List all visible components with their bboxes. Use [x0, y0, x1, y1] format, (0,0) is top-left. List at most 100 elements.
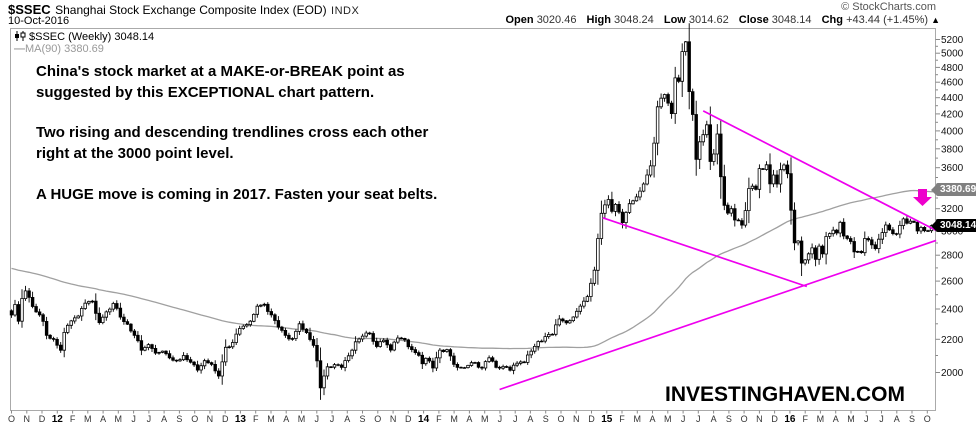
candles-up	[13, 41, 934, 389]
y-axis-label: 3600	[941, 163, 964, 174]
x-axis-month-label: J	[330, 414, 335, 424]
x-axis-month-label: N	[24, 414, 31, 424]
ma-legend: —MA(90) 3380.69	[14, 43, 104, 55]
annotation-block: China's stock market at a MAKE-or-BREAK …	[36, 62, 516, 225]
series-legend: $SSEC (Weekly) 3048.14	[14, 31, 154, 43]
y-axis-label: 5000	[941, 49, 964, 60]
chg-value: +43.44 (+1.45%)	[846, 14, 929, 26]
x-axis-month-label: N	[756, 414, 763, 424]
low-label: Low	[663, 14, 686, 26]
x-axis-month-label: A	[527, 414, 533, 424]
x-axis-month-label: S	[726, 414, 732, 424]
x-axis-year-label: 13	[235, 414, 247, 425]
x-axis-month-label: O	[741, 414, 748, 424]
candlestick-icon	[15, 31, 26, 41]
y-axis-label: 2200	[941, 335, 964, 346]
x-axis-month-label: D	[588, 414, 595, 424]
x-axis-month-label: M	[84, 414, 92, 424]
x-axis-month-label: A	[649, 414, 655, 424]
annotation-paragraph: China's stock market at a MAKE-or-BREAK …	[36, 62, 516, 103]
x-axis-month-label: M	[634, 414, 642, 424]
y-axis-label: 4600	[941, 78, 964, 89]
candles-down	[9, 41, 927, 389]
x-axis-month-label: S	[176, 414, 182, 424]
x-axis-month-label: O	[8, 414, 15, 424]
x-axis-month-label: A	[344, 414, 350, 424]
x-axis-month-label: M	[817, 414, 825, 424]
x-axis-month-label: A	[466, 414, 472, 424]
x-axis-month-label: F	[70, 414, 76, 424]
chart-header: $SSEC Shanghai Stock Exchange Composite …	[8, 1, 359, 19]
last-price-bubble: 3048.14	[930, 219, 976, 232]
annotation-line: Two rising and descending trendlines cro…	[36, 124, 429, 142]
ma-label: MA(90) 3380.69	[25, 43, 104, 55]
x-axis-month-label: F	[253, 414, 259, 424]
ma-price-bubble: 3380.69	[930, 183, 976, 196]
trendline-descending-long	[702, 110, 937, 232]
low-value: 3014.62	[688, 14, 729, 26]
x-axis-month-label: A	[100, 414, 106, 424]
x-axis-year-label: 14	[418, 414, 430, 425]
x-axis-month-label: O	[191, 414, 198, 424]
ma-line-sample: —	[14, 43, 25, 55]
x-axis-month-label: J	[681, 414, 686, 424]
x-axis-month-label: J	[147, 414, 152, 424]
x-axis-month-label: M	[450, 414, 458, 424]
x-axis-month-label: A	[161, 414, 167, 424]
annotation-line: suggested by this EXCEPTIONAL chart patt…	[36, 83, 375, 101]
x-axis-month-label: D	[771, 414, 778, 424]
y-axis-label: 3800	[941, 144, 964, 155]
close-value: 3048.14	[771, 14, 812, 26]
annotation-line: A HUGE move is coming in 2017. Fasten yo…	[36, 185, 438, 203]
open-value: 3020.46	[536, 14, 577, 26]
x-axis-month-label: J	[879, 414, 884, 424]
x-axis-month-label: M	[664, 414, 672, 424]
x-axis-month-label: J	[513, 414, 518, 424]
quote-line: Open 3020.46 High 3048.24 Low 3014.62 Cl…	[499, 14, 941, 26]
x-axis-month-label: D	[222, 414, 229, 424]
x-axis-month-label: J	[498, 414, 503, 424]
x-axis-month-label: F	[619, 414, 625, 424]
ma-line	[11, 189, 936, 350]
x-axis-month-label: O	[557, 414, 564, 424]
x-axis-month-label: A	[894, 414, 900, 424]
x-axis-month-label: S	[543, 414, 549, 424]
date-label: 10-Oct-2016	[8, 15, 70, 27]
close-label: Close	[738, 14, 769, 26]
watermark: INVESTINGHAVEN.COM	[665, 383, 905, 406]
trendline-descending-short	[602, 216, 808, 288]
x-axis-month-label: D	[39, 414, 46, 424]
chg-label: Chg	[821, 14, 843, 26]
y-axis-label: 4800	[941, 63, 964, 74]
x-axis-month-label: J	[131, 414, 136, 424]
high-value: 3048.24	[614, 14, 654, 26]
annotation-line: China's stock market at a MAKE-or-BREAK …	[36, 63, 405, 80]
x-axis-month-label: M	[115, 414, 123, 424]
x-axis-year-label: 16	[784, 414, 796, 425]
x-axis-month-label: M	[481, 414, 489, 424]
stockcharts-credit: © StockCharts.com	[841, 1, 936, 13]
y-axis-label: 2800	[941, 251, 964, 262]
up-triangle-icon: ▲	[931, 15, 940, 25]
annotation-paragraph: A HUGE move is coming in 2017. Fasten yo…	[36, 185, 516, 206]
x-axis-month-label: F	[802, 414, 808, 424]
x-axis-month-label: F	[436, 414, 442, 424]
trendline-rising	[499, 239, 937, 391]
high-label: High	[586, 14, 611, 26]
x-axis-month-label: J	[864, 414, 869, 424]
x-axis-month-label: A	[711, 414, 717, 424]
x-axis-month-label: M	[298, 414, 306, 424]
exchange-tag: INDX	[331, 5, 360, 17]
x-axis-month-label: M	[847, 414, 855, 424]
annotation-line: right at the 3000 point level.	[36, 145, 234, 163]
y-axis-label: 2000	[941, 368, 964, 379]
y-axis-label: 2400	[941, 305, 964, 316]
x-axis-month-label: J	[315, 414, 320, 424]
x-axis-year-label: 15	[601, 414, 613, 425]
open-label: Open	[505, 14, 534, 26]
x-axis-month-label: N	[390, 414, 397, 424]
y-axis-label: 2600	[941, 277, 964, 288]
x-axis-month-label: A	[833, 414, 839, 424]
y-axis-label: 3000	[941, 227, 964, 238]
